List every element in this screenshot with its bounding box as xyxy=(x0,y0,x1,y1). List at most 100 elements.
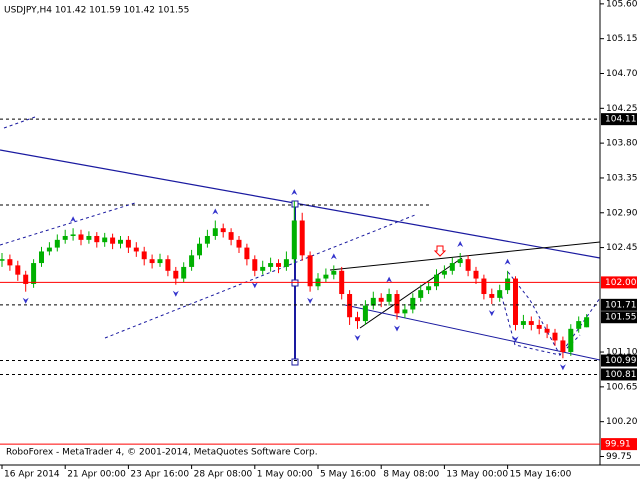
footer: RoboForex - MetaTrader 4, © 2001-2014, M… xyxy=(6,448,318,458)
y-tick-label: 103.35 xyxy=(606,173,638,183)
candle-body xyxy=(402,309,408,314)
candle-body xyxy=(276,263,281,267)
y-tick-label: 102.90 xyxy=(606,208,638,218)
price-label: 101.71 xyxy=(605,300,637,310)
candle-body xyxy=(260,266,266,271)
price-label-box xyxy=(601,438,637,451)
fractal-up xyxy=(457,241,464,248)
y-tick-label: 105.60 xyxy=(606,0,638,9)
candle-body xyxy=(125,239,131,248)
price-label: 102.00 xyxy=(605,278,637,288)
y-tick-label: 102.45 xyxy=(606,243,638,253)
fractal-up xyxy=(70,216,77,223)
x-tick-label: 5 May 16:00 xyxy=(320,470,376,480)
candle-body xyxy=(39,251,44,264)
candle-body xyxy=(228,232,234,240)
handle xyxy=(291,358,299,366)
fractal-down xyxy=(307,297,314,304)
candle-body xyxy=(0,259,5,261)
candle-body xyxy=(347,294,353,318)
candle-body xyxy=(149,259,155,264)
candle-body xyxy=(133,247,139,252)
y-tick-label: 104.70 xyxy=(606,69,638,79)
x-tick-label: 8 May 08:00 xyxy=(383,470,439,480)
candle-body xyxy=(78,234,84,240)
fractal-up xyxy=(504,258,511,265)
chart-title: USDJPY,H4 101.42 101.59 101.42 101.55 xyxy=(4,6,189,16)
fractal-down xyxy=(394,325,400,332)
x-tick-label: 16 Apr 2014 xyxy=(4,470,60,480)
candle-body xyxy=(189,255,195,267)
y-tick-label: 104.25 xyxy=(606,104,638,114)
candle-body xyxy=(252,259,258,271)
x-tick-label: 15 May 16:00 xyxy=(510,470,572,480)
fractal-up xyxy=(212,208,219,215)
candle-body xyxy=(576,321,582,329)
candle-body xyxy=(362,305,368,322)
candle-body xyxy=(181,266,187,279)
candle-body xyxy=(497,290,503,298)
candle-body xyxy=(197,243,202,256)
candle-body xyxy=(102,237,108,243)
fractal-down xyxy=(512,336,519,343)
candle-body xyxy=(568,328,574,353)
y-tick-label: 99.75 xyxy=(606,452,632,462)
trend-line xyxy=(0,149,601,259)
fractal-down xyxy=(354,334,361,341)
candle-body xyxy=(220,228,226,233)
candle-body xyxy=(291,220,297,260)
forecast-line xyxy=(499,289,601,356)
candle-body xyxy=(410,297,416,310)
x-tick-label: 28 Apr 08:00 xyxy=(194,470,253,480)
price-label-box xyxy=(601,276,637,289)
handle xyxy=(291,279,299,287)
candle-body xyxy=(307,255,313,287)
candle-body xyxy=(528,321,534,325)
price-label-box xyxy=(601,298,637,311)
candle-body xyxy=(355,317,360,322)
candle-body xyxy=(378,297,384,302)
fractal-down xyxy=(22,297,29,304)
candle-body xyxy=(118,239,123,244)
candle-body xyxy=(386,294,392,302)
candle-body xyxy=(323,274,329,279)
candle-body xyxy=(62,235,68,240)
fractal-down xyxy=(251,282,258,289)
channel-line xyxy=(104,214,416,339)
candle-body xyxy=(584,317,590,328)
fractal-up xyxy=(386,276,393,283)
candle-body xyxy=(552,332,558,341)
fractal-down xyxy=(559,364,566,371)
candle-body xyxy=(394,294,400,314)
y-tick-label: 103.80 xyxy=(606,139,638,149)
candle-body xyxy=(86,235,92,240)
forecast-line xyxy=(507,271,581,356)
candle-body xyxy=(46,247,52,252)
candle-body xyxy=(236,239,242,248)
signal-arrow xyxy=(433,245,447,257)
candle-body xyxy=(212,228,218,236)
channel-line xyxy=(344,304,601,361)
trend-line xyxy=(359,257,463,329)
price-label-box xyxy=(601,311,637,324)
candle-body xyxy=(331,270,337,275)
candle-body xyxy=(560,340,566,353)
fractal-down xyxy=(488,310,495,317)
candle-body xyxy=(23,274,29,284)
candle-body xyxy=(449,263,455,271)
candle-body xyxy=(457,259,463,264)
candle-body xyxy=(418,290,424,298)
handle xyxy=(291,200,299,208)
price-label: 101.55 xyxy=(605,313,637,323)
candle-body xyxy=(244,247,250,260)
candle-body xyxy=(204,235,210,244)
candle-body xyxy=(94,235,100,243)
trend-line xyxy=(329,241,601,271)
candle-body xyxy=(15,265,21,275)
candle-body xyxy=(505,278,511,291)
candle-body xyxy=(7,259,13,266)
candle-body xyxy=(268,263,274,267)
candle-body xyxy=(165,259,171,271)
x-tick-label: 1 May 00:00 xyxy=(257,470,313,480)
